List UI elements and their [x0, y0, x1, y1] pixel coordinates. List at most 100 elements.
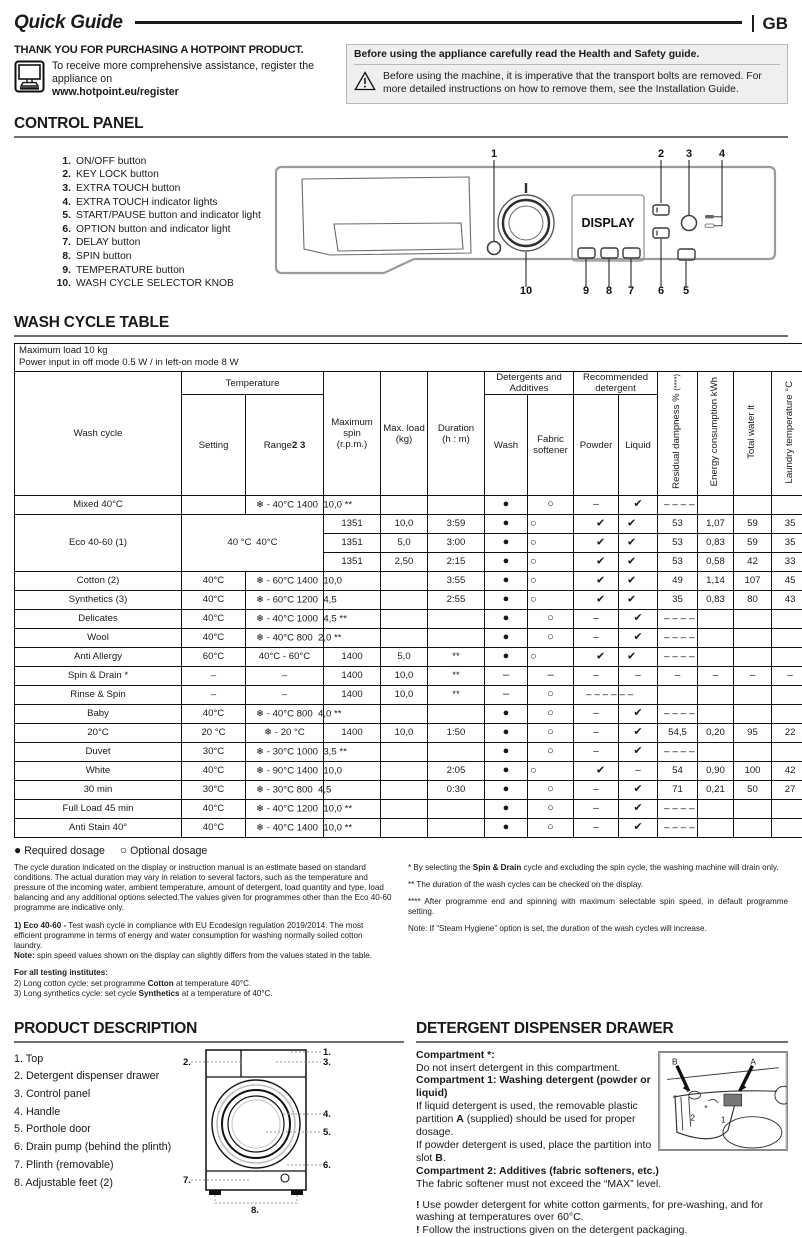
cell-temp: 33: [772, 552, 802, 571]
cell-wash-cycle: Spin & Drain *: [15, 666, 182, 685]
cell-energy: [698, 799, 734, 818]
table-row: Anti Stain 40°40°C❄ - 40°C 1400 10,0 **●…: [15, 818, 802, 837]
cell-duration: [428, 742, 485, 761]
cell-wash: ●: [485, 571, 528, 590]
product-description-item-1: 1. Top: [14, 1051, 171, 1069]
th-detergents-additives: Detergents and Additives: [485, 372, 574, 395]
th-range: Range2 3: [246, 395, 324, 495]
cell-setting: 40°C: [182, 761, 246, 780]
cell-residual-dampness: – – – –: [658, 647, 698, 666]
th-duration: Duration (h : m): [428, 372, 485, 495]
cell-liquid: ✔: [619, 590, 658, 609]
cell-setting: 20 °C: [182, 723, 246, 742]
cell-max-load: [381, 609, 428, 628]
cell-temp: 35: [772, 533, 802, 552]
cell-range: ❄ - 40°C 1400 10,0 **: [246, 818, 324, 837]
dispenser-tip-1-text: Use powder detergent for white cotton ga…: [416, 1199, 763, 1224]
dispenser-label-a: A: [750, 1056, 756, 1066]
cell-powder: –: [574, 799, 619, 818]
control-panel-item-label: OPTION button and indicator light: [76, 223, 231, 237]
control-panel-item-number: 1.: [54, 155, 71, 169]
cell-duration: 1:50: [428, 723, 485, 742]
wash-table-rule: [14, 335, 788, 337]
th-powder: Powder: [574, 395, 619, 495]
product-description-item-7: 7. Plinth (removable): [14, 1157, 171, 1175]
cell-water: 42: [734, 552, 772, 571]
wash-table-title: WASH CYCLE TABLE: [14, 314, 788, 332]
cell-powder: ✔: [574, 590, 619, 609]
product-callout-8: 8.: [251, 1205, 259, 1216]
th-duration-unit: (h : m): [442, 434, 470, 445]
cell-max-spin: [324, 780, 381, 799]
cell-wash: ●: [485, 780, 528, 799]
computer-icon: [14, 60, 45, 93]
cell-setting: 40°C: [182, 590, 246, 609]
control-panel-callout-6: 6: [658, 285, 664, 295]
notes-right-column: * By selecting the Spin & Drain cycle an…: [408, 863, 788, 1006]
cell-duration: [428, 818, 485, 837]
legend-required: ● Required dosage: [14, 843, 105, 857]
cell-energy: [698, 704, 734, 723]
cell-range: –: [246, 685, 324, 704]
cell-water: 59: [734, 533, 772, 552]
cell-water: [734, 742, 772, 761]
cell-fabric-softener: ○: [528, 685, 574, 704]
cell-range: ❄ - 40°C 1000 4,5 **: [246, 609, 324, 628]
th-water-label: Total water lt: [747, 403, 758, 461]
cell-wash: ●: [485, 628, 528, 647]
cell-residual-dampness: – – – –: [658, 799, 698, 818]
cell-fabric-softener: ○: [528, 723, 574, 742]
slot-b-label: B: [435, 1152, 443, 1164]
cell-water: 80: [734, 590, 772, 609]
th-range-label: Range: [264, 440, 292, 451]
page-title: Quick Guide: [14, 12, 123, 34]
control-panel-callout-2: 2: [658, 148, 664, 160]
cell-temp: [772, 742, 802, 761]
product-description-item-5: 5. Porthole door: [14, 1121, 171, 1139]
cell-powder: –: [574, 495, 619, 514]
cell-wash-cycle: White: [15, 761, 182, 780]
cell-max-spin: 1351: [324, 552, 381, 571]
cell-duration: 3:00: [428, 533, 485, 552]
cell-liquid: –: [619, 666, 658, 685]
cell-max-spin: 1351: [324, 533, 381, 552]
cell-wash-cycle: Anti Allergy: [15, 647, 182, 666]
registration-url[interactable]: www.hotpoint.eu/register: [52, 86, 179, 98]
cell-temp: 43: [772, 590, 802, 609]
footnote-star-bold: Spin & Drain: [473, 863, 522, 872]
control-panel-item-label: ON/OFF button: [76, 155, 146, 169]
cell-water: 95: [734, 723, 772, 742]
dispenser-tip-2: ! Follow the instructions given on the d…: [416, 1224, 788, 1237]
product-callout-3: 3.: [323, 1057, 331, 1068]
cell-range: ❄ - 30°C 1000 3,5 **: [246, 742, 324, 761]
registration-line1: To receive more comprehensive assistance…: [52, 60, 314, 73]
cell-powder: ✔: [574, 761, 619, 780]
cell-range: ❄ - 90°C 1400 10,0: [246, 761, 324, 780]
product-callout-5: 5.: [323, 1127, 331, 1138]
cell-fabric-softener: ○: [528, 533, 574, 552]
control-panel-callout-8: 8: [606, 285, 612, 295]
control-panel-item-label: START/PAUSE button and indicator light: [76, 209, 261, 223]
cell-powder: –: [574, 818, 619, 837]
cell-duration: [428, 609, 485, 628]
cell-water: 107: [734, 571, 772, 590]
dispenser-rule: [416, 1041, 788, 1043]
cell-max-spin: 1351: [324, 514, 381, 533]
cell-range: ❄ - 60°C 1400 10,0: [246, 571, 324, 590]
cell-setting: 40°C: [182, 818, 246, 837]
cell-residual-dampness: 53: [658, 533, 698, 552]
control-panel-item-1: 1. ON/OFF button: [54, 155, 264, 169]
cell-fabric-softener: ○: [528, 799, 574, 818]
cell-residual-dampness: 71: [658, 780, 698, 799]
cell-max-spin: 1400: [324, 723, 381, 742]
th-residual-label: Residual dampness %: [671, 394, 682, 489]
cell-water: [734, 609, 772, 628]
cell-temp: [772, 704, 802, 723]
cell-fabric-softener: ○: [528, 628, 574, 647]
cell-wash-cycle: 30 min: [15, 780, 182, 799]
control-panel-item-number: 9.: [54, 264, 71, 278]
